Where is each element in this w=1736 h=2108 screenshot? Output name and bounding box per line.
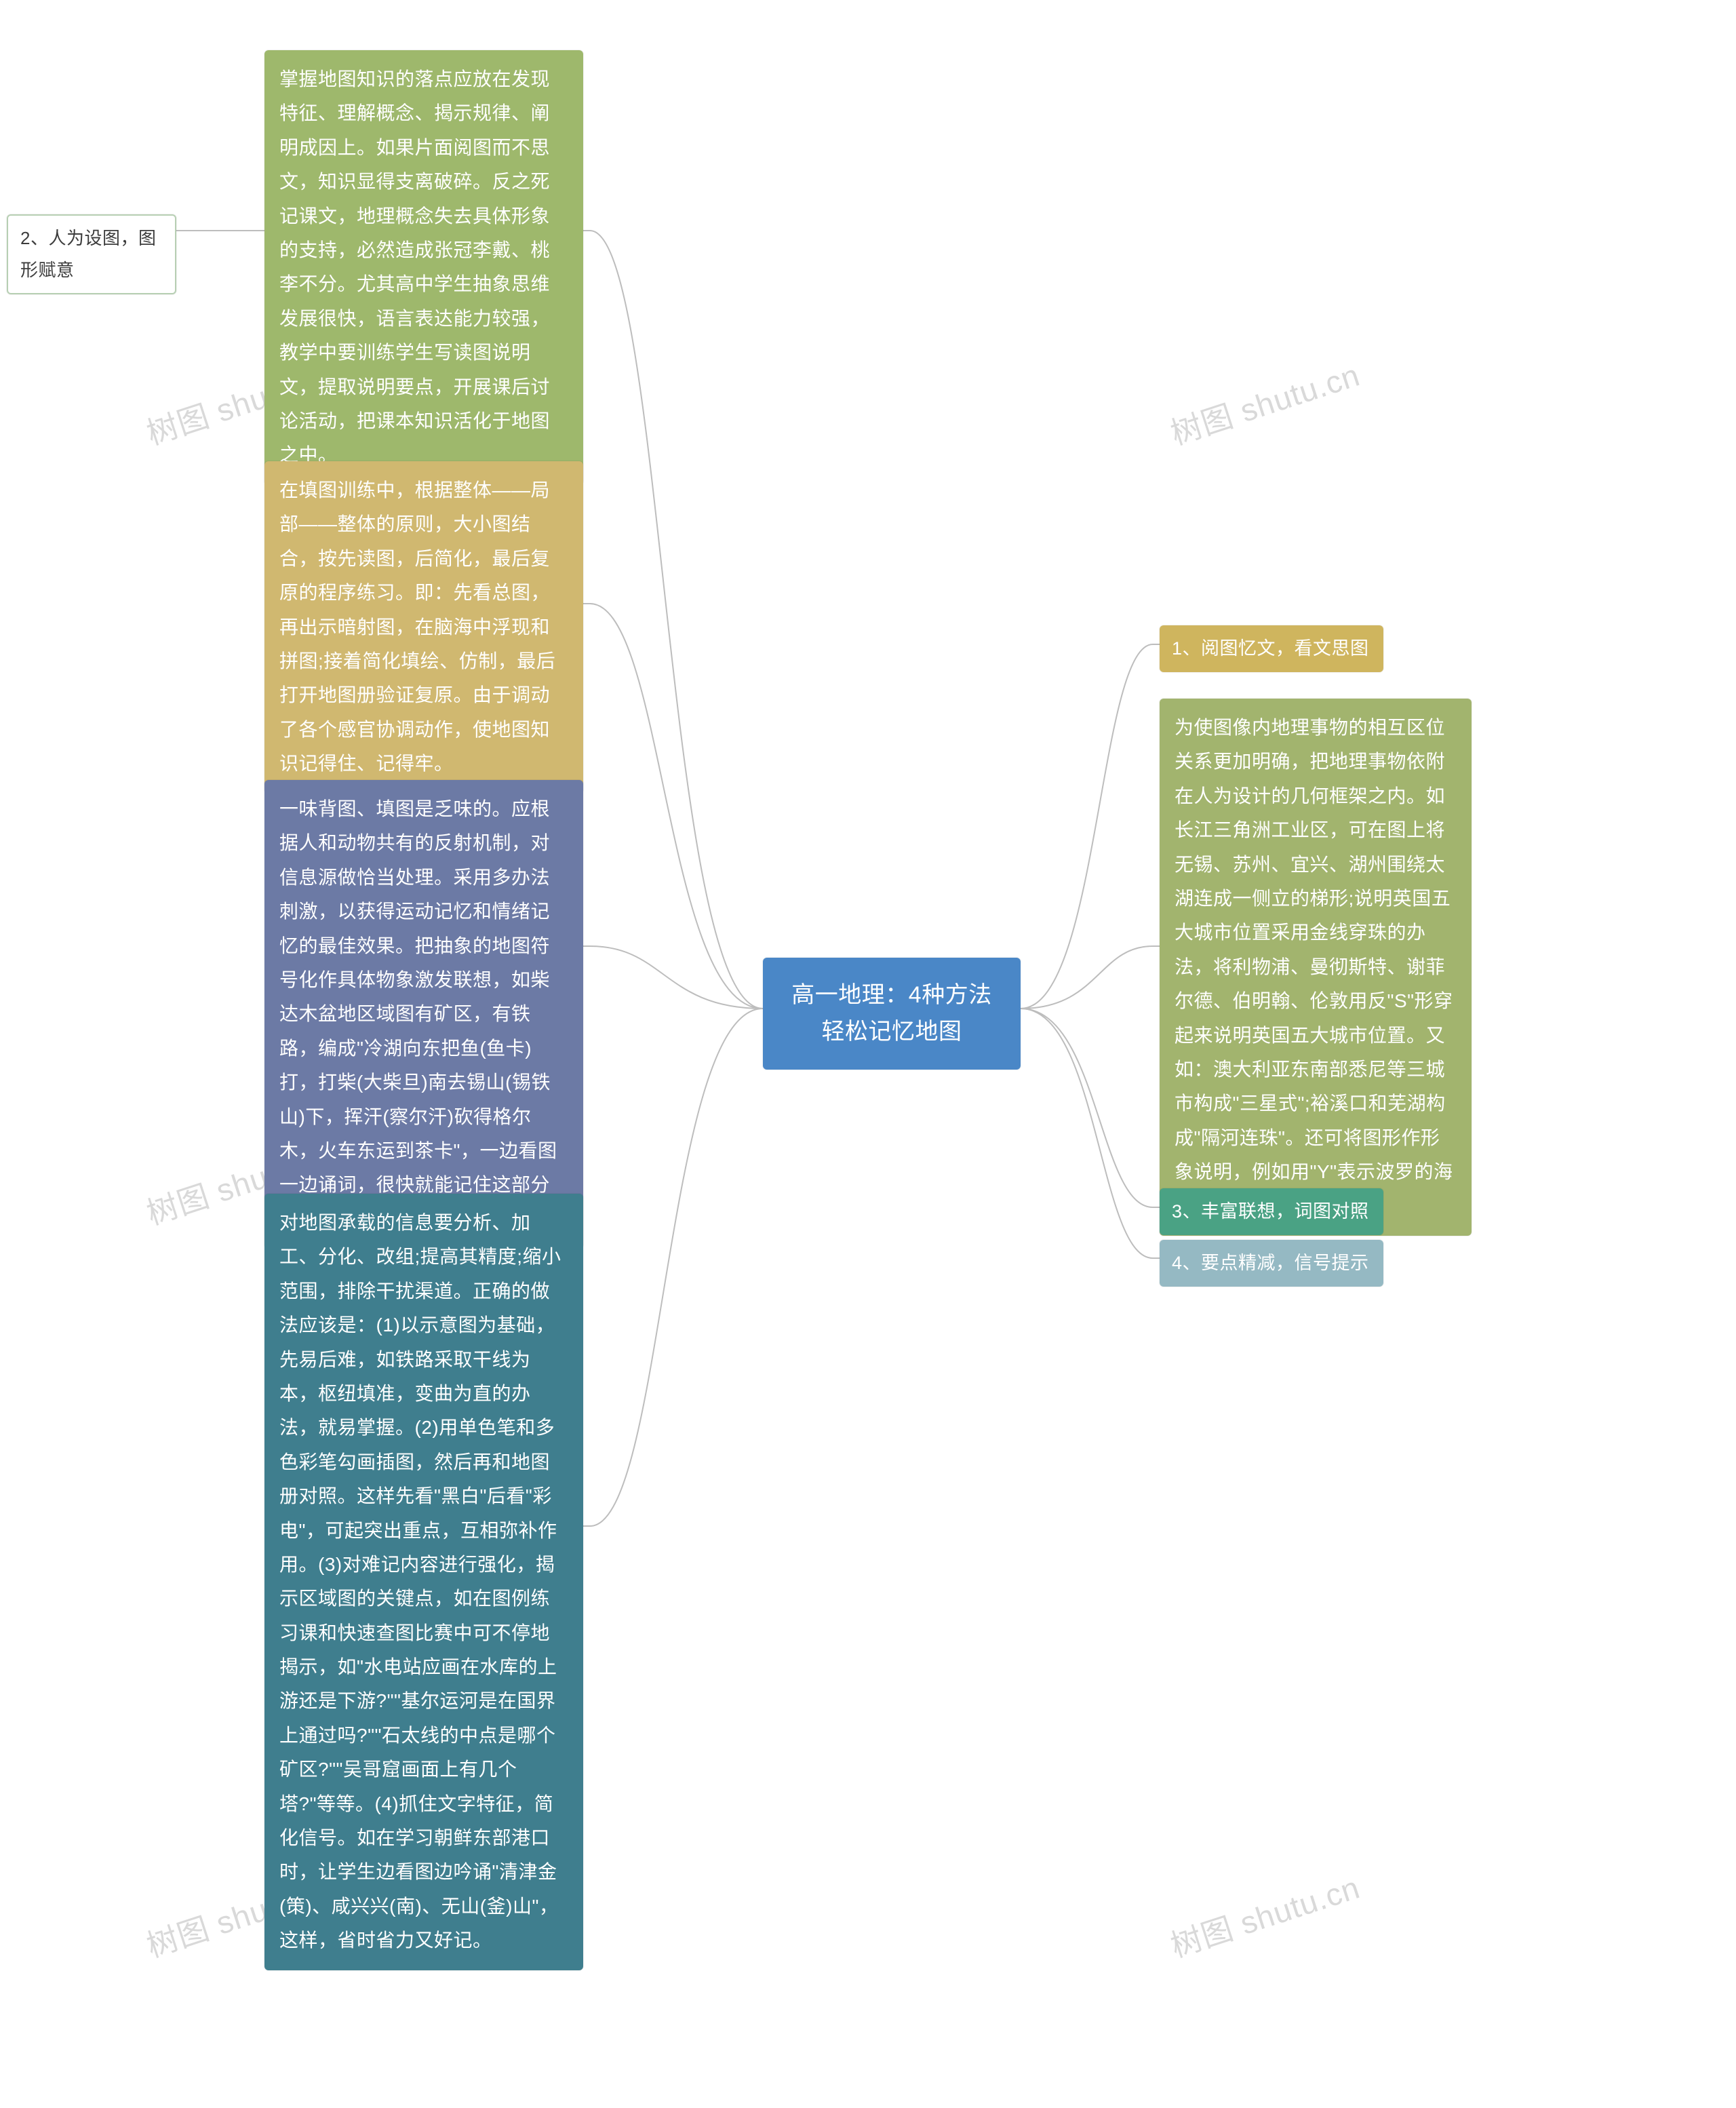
node-left-3[interactable]: 一味背图、填图是乏味的。应根据人和动物共有的反射机制，对信息源做恰当处理。采用多…: [264, 780, 583, 1249]
watermark: 树图 shutu.cn: [1164, 1863, 1365, 1966]
node-right-title-3[interactable]: 3、丰富联想，词图对照: [1160, 1188, 1383, 1235]
node-right-2[interactable]: 为使图像内地理事物的相互区位关系更加明确，把地理事物依附在人为设计的几何框架之内…: [1160, 699, 1472, 1236]
node-right-title-4[interactable]: 4、要点精减，信号提示: [1160, 1240, 1383, 1287]
node-left-1[interactable]: 掌握地图知识的落点应放在发现特征、理解概念、揭示规律、阐明成因上。如果片面阅图而…: [264, 50, 583, 485]
node-left-2[interactable]: 在填图训练中，根据整体——局部——整体的原则，大小图结合，按先读图，后简化，最后…: [264, 461, 583, 794]
node-right-title-1[interactable]: 1、阅图忆文，看文思图: [1160, 625, 1383, 672]
node-left-outline-2[interactable]: 2、人为设图，图形赋意: [7, 214, 176, 294]
node-left-4[interactable]: 对地图承载的信息要分析、加工、分化、改组;提高其精度;缩小范围，排除干扰渠道。正…: [264, 1194, 583, 1970]
watermark: 树图 shutu.cn: [1164, 351, 1365, 454]
mindmap-center[interactable]: 高一地理：4种方法轻松记忆地图: [763, 958, 1021, 1070]
